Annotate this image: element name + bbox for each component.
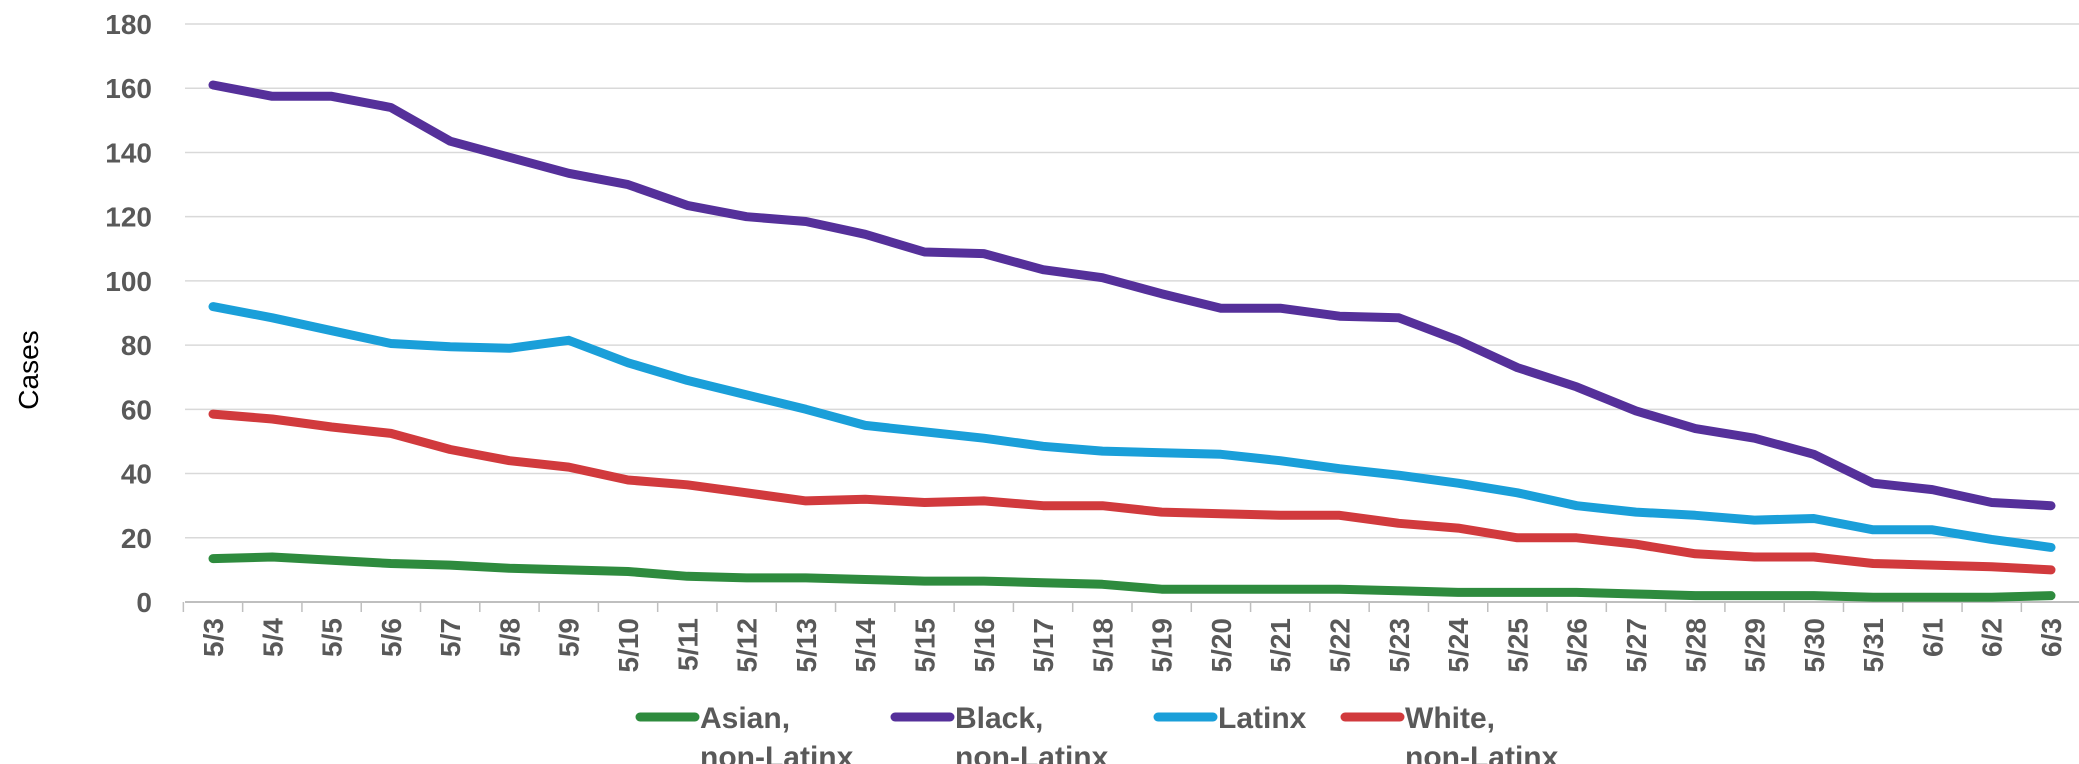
x-tick-label: 5/19 <box>1147 618 1178 673</box>
x-tick-label: 5/28 <box>1680 618 1711 673</box>
x-axis-ticks: 5/3 5/4 5/5 5/6 5/7 5/8 5/9 5/10 5/11 5/12 5/13 5/1… <box>182 602 2067 673</box>
y-tick-label: 40 <box>121 459 152 490</box>
x-tick-label: 5/11 <box>672 618 703 671</box>
legend-label: Asian, <box>700 702 790 735</box>
x-tick-label: 5/18 <box>1087 618 1118 673</box>
x-tick-label: 5/20 <box>1206 618 1237 673</box>
legend-label: non-Latinx <box>1405 741 1559 764</box>
series-line-1 <box>208 80 2056 511</box>
x-tick-label: 5/3 <box>198 618 229 657</box>
legend-label: non-Latinx <box>955 741 1109 764</box>
x-tick-label: 5/29 <box>1740 618 1771 673</box>
x-tick-label: 5/22 <box>1325 618 1356 673</box>
x-tick-label: 5/26 <box>1562 618 1593 673</box>
legend: Asian, non-Latinx Black, non-Latinx Latinx Wh… <box>635 702 1559 764</box>
x-tick-label: 5/25 <box>1502 618 1533 673</box>
series-line-0 <box>208 552 2056 602</box>
x-tick-label: 5/17 <box>1028 618 1059 673</box>
x-tick-label: 5/27 <box>1621 618 1652 673</box>
legend-label: non-Latinx <box>700 741 854 764</box>
y-tick-label: 180 <box>105 9 152 40</box>
legend-item: Black, non-Latinx <box>890 702 1109 764</box>
x-tick-label: 5/9 <box>554 618 585 657</box>
y-tick-label: 140 <box>105 137 152 168</box>
x-tick-label: 5/14 <box>850 618 881 673</box>
x-tick-label: 6/2 <box>1977 618 2008 657</box>
y-tick-label: 120 <box>105 202 152 233</box>
x-tick-label: 5/4 <box>257 618 288 657</box>
legend-label: Black, <box>955 702 1043 735</box>
x-tick-label: 5/13 <box>791 618 822 673</box>
x-tick-label: 5/12 <box>732 618 763 673</box>
x-tick-label: 6/1 <box>1917 618 1948 657</box>
y-tick-label: 60 <box>121 394 152 425</box>
x-tick-label: 5/5 <box>317 618 348 657</box>
x-tick-label: 5/7 <box>435 618 466 657</box>
y-tick-label: 160 <box>105 73 152 104</box>
legend-item: Asian, non-Latinx <box>635 702 854 764</box>
series-line-3 <box>208 409 2056 575</box>
x-tick-label: 5/15 <box>909 618 940 673</box>
x-tick-label: 6/3 <box>2036 618 2067 657</box>
y-tick-label: 20 <box>121 523 152 554</box>
series-lines <box>208 80 2056 602</box>
x-tick-label: 5/8 <box>494 618 525 657</box>
x-tick-label: 5/10 <box>613 618 644 673</box>
legend-label: Latinx <box>1218 702 1307 735</box>
x-tick-label: 5/30 <box>1799 618 1830 673</box>
gridlines <box>185 23 2079 539</box>
series-line-2 <box>208 302 2056 552</box>
y-axis-ticks: 0 20 40 60 80 100 120 140 160 180 <box>105 9 152 618</box>
x-tick-label: 5/24 <box>1443 618 1474 673</box>
x-tick-label: 5/23 <box>1384 618 1415 673</box>
x-tick-label: 5/31 <box>1858 618 1889 673</box>
y-tick-label: 0 <box>136 587 152 618</box>
y-axis-label: Cases <box>13 330 44 409</box>
legend-label: White, <box>1405 702 1495 735</box>
x-tick-label: 5/6 <box>376 618 407 657</box>
legend-item: Latinx <box>1153 702 1307 735</box>
x-tick-label: 5/21 <box>1265 618 1296 673</box>
legend-item: White, non-Latinx <box>1340 702 1559 764</box>
y-tick-label: 100 <box>105 266 152 297</box>
y-tick-label: 80 <box>121 330 152 361</box>
x-tick-label: 5/16 <box>969 618 1000 673</box>
